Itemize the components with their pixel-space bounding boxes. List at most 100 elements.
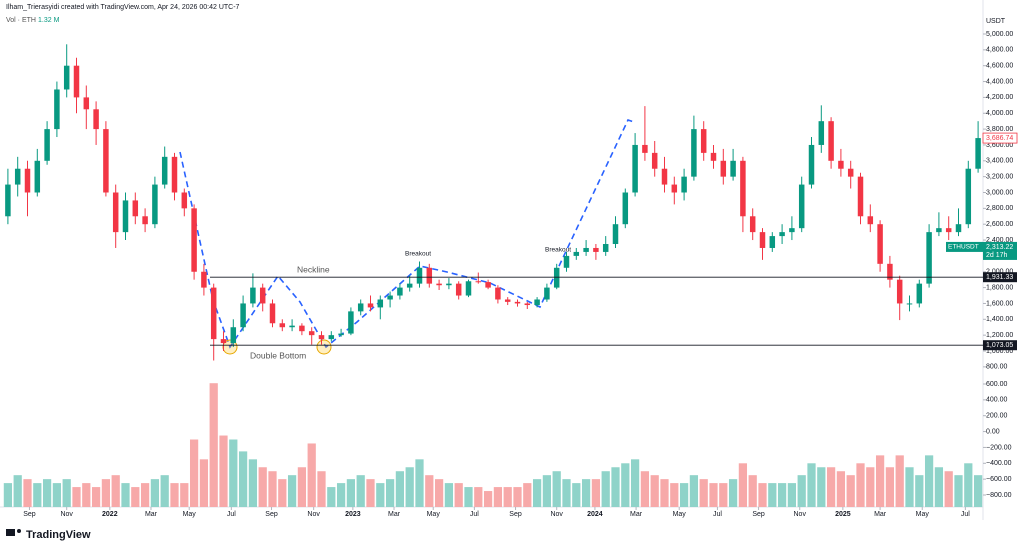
candle-body — [73, 65, 80, 98]
volume-bar — [817, 467, 826, 507]
candle-body — [926, 232, 932, 284]
candle-body — [514, 301, 521, 304]
volume-bar — [317, 471, 326, 507]
y-tick-label: 4,200.00 — [986, 94, 1013, 101]
x-tick-label: Sep — [509, 511, 522, 518]
volume-bar — [474, 487, 483, 507]
volume-bar — [425, 475, 434, 507]
x-tick-label: Sep — [752, 511, 765, 518]
candle-body — [308, 331, 315, 336]
candle-body — [289, 325, 295, 328]
candle-body — [230, 327, 237, 344]
candle-body — [642, 144, 648, 153]
volume-bar — [611, 467, 620, 507]
x-tick-label: Jul — [961, 511, 970, 518]
candle-body — [103, 129, 109, 193]
volume-bar — [111, 475, 120, 507]
volume-bar — [62, 479, 71, 507]
candle-body — [700, 129, 707, 153]
volume-bar — [444, 483, 454, 507]
candle-body — [54, 89, 60, 130]
x-tick-label: Nov — [794, 511, 807, 518]
volume-bar — [140, 483, 150, 507]
candle-body — [142, 216, 148, 225]
volume-bar — [709, 483, 718, 507]
volume-legend-value: 1.32 M — [38, 17, 60, 24]
volume-bar — [689, 475, 699, 507]
candle-body — [504, 299, 511, 302]
volume-bar — [278, 479, 287, 507]
volume-bar — [366, 479, 375, 507]
x-tick-label: Sep — [23, 511, 36, 518]
candle-body — [83, 97, 90, 110]
candle-body — [602, 244, 609, 252]
volume-bar — [758, 483, 767, 507]
x-tick-label: 2023 — [345, 511, 361, 518]
candle-body — [573, 251, 580, 256]
bottom-marker — [316, 339, 332, 355]
x-tick-label: Sep — [265, 511, 278, 518]
candle-body — [495, 287, 501, 300]
candle-body — [44, 129, 50, 161]
y-tick-label: 4,600.00 — [986, 63, 1013, 70]
candle-body — [936, 228, 942, 233]
candle-body — [201, 271, 207, 288]
candle-body — [563, 255, 570, 268]
volume-tick-label: 400.00 — [986, 397, 1008, 404]
volume-bar — [287, 475, 297, 507]
volume-bar — [915, 475, 924, 507]
volume-bar — [238, 451, 248, 507]
volume-bar — [885, 467, 895, 507]
candle-body — [769, 236, 776, 248]
y-tick-label: 1,600.00 — [986, 300, 1013, 307]
level-tag — [983, 272, 1017, 283]
candle-body — [93, 109, 99, 130]
volume-bar — [180, 483, 189, 507]
volume-tick-label: −800.00 — [986, 492, 1012, 499]
candle-body — [691, 129, 697, 177]
candle-body — [348, 311, 354, 334]
candle-body — [377, 299, 384, 308]
volume-tick-label: 0.00 — [986, 428, 1000, 435]
candle-body — [622, 192, 629, 225]
x-tick-label: Mar — [630, 511, 643, 518]
volume-bar — [503, 487, 512, 507]
volume-bar — [199, 459, 209, 507]
volume-bar — [513, 487, 522, 507]
x-tick-label: Mar — [388, 511, 401, 518]
candle-body — [867, 216, 874, 225]
annotation: Breakout — [405, 251, 431, 258]
volume-tick-label: 200.00 — [986, 413, 1008, 420]
candle-body — [387, 295, 393, 300]
candle-body — [122, 200, 129, 233]
candle-body — [808, 144, 815, 185]
volume-bar — [650, 475, 659, 507]
price-tag — [983, 241, 1017, 260]
candle-body — [838, 160, 844, 169]
y-tick-label: 1,200.00 — [986, 332, 1013, 339]
credit: Ilham_Trierasyidi created with TradingVi… — [6, 4, 240, 11]
volume-bar — [131, 487, 140, 507]
candle-body — [24, 168, 31, 193]
level-tag-label: 1,931.33 — [986, 274, 1013, 281]
y-tick-label: 3,800.00 — [986, 126, 1013, 133]
y-tick-label: 2,400.00 — [986, 237, 1013, 244]
candle-body — [406, 283, 413, 288]
volume-bar — [219, 435, 228, 507]
y-tick-label: 2,000.00 — [986, 269, 1013, 276]
volume-tick-label: −600.00 — [986, 476, 1012, 483]
volume-bar — [601, 471, 610, 507]
volume-bar — [719, 483, 728, 507]
volume-bar — [542, 475, 552, 507]
y-tick-label: 4,000.00 — [986, 110, 1013, 117]
volume-bar — [630, 459, 640, 507]
volume-bar — [23, 479, 32, 507]
y-tick-label: 4,400.00 — [986, 78, 1013, 85]
candle-body — [896, 279, 903, 304]
volume-bar — [934, 467, 944, 507]
price-tag-label: 2,313.22 — [986, 244, 1013, 251]
volume-bar — [356, 475, 365, 507]
volume-bar — [846, 475, 855, 507]
volume-bar — [768, 483, 777, 507]
volume-bar — [807, 463, 816, 507]
